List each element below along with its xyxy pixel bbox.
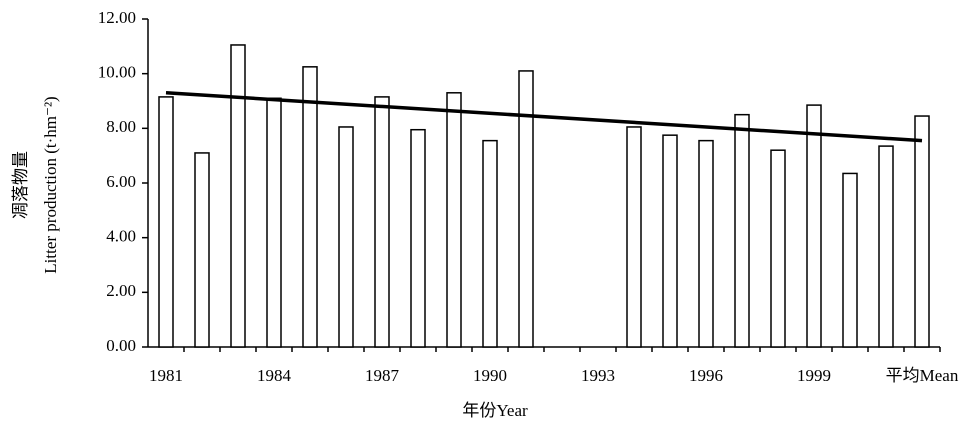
y-tick-label: 4.00 <box>106 227 136 246</box>
y-tick-label: 0.00 <box>106 336 136 355</box>
bar <box>842 172 858 348</box>
x-tick-label: 1996 <box>689 366 723 385</box>
x-tick-label: 1987 <box>365 366 400 385</box>
x-tick-label: 平均Mean <box>886 366 959 385</box>
bar <box>482 139 498 348</box>
bar <box>734 113 750 348</box>
y-axis-title: 凋落物量 <box>11 151 30 219</box>
bar <box>230 44 246 348</box>
bar <box>878 145 894 348</box>
bar <box>698 139 714 348</box>
x-tick-label: 1993 <box>581 366 615 385</box>
y-axis-title: Litter production (t·hm⁻²) <box>41 96 60 273</box>
bar <box>806 104 822 348</box>
y-tick-label: 12.00 <box>98 8 136 27</box>
bar <box>914 115 930 348</box>
bar <box>446 92 462 348</box>
trend-line <box>165 91 923 143</box>
x-tick-label: 1984 <box>257 366 292 385</box>
x-tick-label: 1999 <box>797 366 831 385</box>
y-tick-label: 8.00 <box>106 117 136 136</box>
bar <box>266 97 282 348</box>
bar <box>662 134 678 348</box>
bar <box>374 96 390 348</box>
bar <box>194 152 210 348</box>
y-tick-label: 6.00 <box>106 172 136 191</box>
bar <box>338 126 354 348</box>
bar <box>518 70 534 348</box>
bar <box>158 96 174 348</box>
y-tick-label: 2.00 <box>106 281 136 300</box>
bar <box>626 126 642 348</box>
y-tick-label: 10.00 <box>98 63 136 82</box>
bar <box>302 66 318 348</box>
x-axis-title: 年份Year <box>462 401 528 420</box>
bar <box>770 149 786 348</box>
x-tick-label: 1990 <box>473 366 507 385</box>
x-tick-label: 1981 <box>149 366 183 385</box>
bar <box>410 128 426 348</box>
